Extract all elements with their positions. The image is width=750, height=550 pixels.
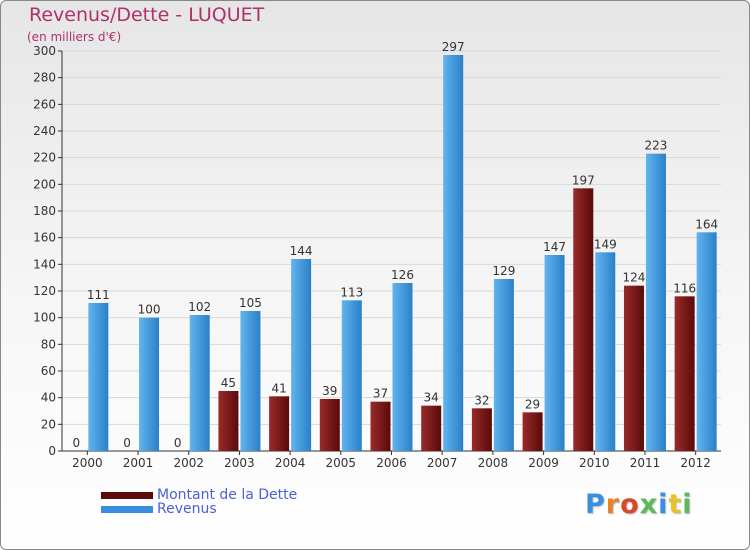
data-label-dette-2011: 124 — [623, 271, 646, 285]
x-tick-label-2010: 2010 — [579, 456, 610, 470]
y-tick-label: 140 — [33, 257, 56, 271]
data-label-dette-2001: 0 — [123, 436, 131, 450]
y-tick-label: 220 — [33, 151, 56, 165]
data-label-revenus-2011: 223 — [645, 139, 668, 153]
bar-revenus-2012 — [696, 232, 717, 451]
logo-letter: r — [605, 489, 621, 520]
y-tick-label: 300 — [33, 44, 56, 58]
y-tick-label: 80 — [41, 337, 56, 351]
bar-dette-2005 — [319, 399, 340, 451]
bar-revenus-2004 — [291, 259, 312, 451]
data-label-revenus-2008: 129 — [492, 264, 515, 278]
logo-letter: o — [620, 489, 640, 520]
data-label-dette-2003: 45 — [221, 376, 236, 390]
legend-revenus: Revenus — [101, 501, 217, 517]
data-label-dette-2004: 41 — [271, 381, 286, 395]
legend-label-dette: Montant de la Dette — [157, 487, 298, 503]
proxiti-logo: Proxiti — [585, 489, 693, 520]
bar-revenus-2000 — [88, 303, 109, 451]
bar-revenus-2007 — [443, 55, 464, 451]
bar-dette-2008 — [471, 408, 492, 451]
bar-revenus-2010 — [595, 252, 616, 451]
x-tick-label-2003: 2003 — [224, 456, 255, 470]
y-tick-label: 160 — [33, 231, 56, 245]
data-label-revenus-2009: 147 — [543, 240, 566, 254]
bar-dette-2006 — [370, 401, 391, 451]
x-tick-label-2011: 2011 — [630, 456, 661, 470]
bar-dette-2010 — [573, 188, 594, 452]
chart-title: Revenus/Dette - LUQUET — [29, 4, 265, 26]
bar-revenus-2001 — [139, 317, 160, 451]
y-tick-label: 260 — [33, 97, 56, 111]
data-label-revenus-2012: 164 — [695, 217, 718, 231]
data-label-dette-2002: 0 — [174, 436, 182, 450]
legend-label-revenus: Revenus — [157, 501, 217, 517]
data-label-dette-2012: 116 — [673, 281, 696, 295]
data-label-dette-2000: 0 — [73, 436, 81, 450]
logo-letter: x — [639, 489, 659, 520]
data-label-revenus-2004: 144 — [290, 244, 313, 258]
bar-dette-2004 — [269, 396, 290, 451]
logo-letter: i — [682, 489, 693, 520]
x-tick-label-2001: 2001 — [123, 456, 154, 470]
data-label-revenus-2002: 102 — [188, 300, 211, 314]
bar-revenus-2008 — [493, 279, 514, 451]
x-tick-label-2006: 2006 — [376, 456, 407, 470]
bar-dette-2011 — [623, 285, 644, 451]
y-tick-label: 20 — [41, 417, 56, 431]
bar-revenus-2006 — [392, 283, 413, 451]
y-tick-label: 100 — [33, 311, 56, 325]
x-tick-label-2004: 2004 — [275, 456, 306, 470]
x-tick-label-2009: 2009 — [528, 456, 559, 470]
y-tick-label: 40 — [41, 391, 56, 405]
y-tick-label: 0 — [48, 444, 56, 458]
y-tick-label: 240 — [33, 124, 56, 138]
data-label-revenus-2000: 111 — [87, 288, 110, 302]
bar-revenus-2002 — [189, 315, 210, 451]
data-label-dette-2005: 39 — [322, 384, 337, 398]
bar-dette-2009 — [522, 412, 543, 451]
x-tick-label-2005: 2005 — [326, 456, 357, 470]
x-tick-label-2007: 2007 — [427, 456, 458, 470]
data-label-revenus-2007: 297 — [442, 40, 465, 54]
logo-letter: i — [658, 489, 669, 520]
data-label-dette-2007: 34 — [424, 391, 439, 405]
bar-dette-2012 — [674, 296, 695, 451]
data-label-dette-2010: 197 — [572, 173, 595, 187]
data-label-revenus-2010: 149 — [594, 237, 617, 251]
data-label-revenus-2006: 126 — [391, 268, 414, 282]
bar-dette-2007 — [421, 405, 442, 451]
legend-dette: Montant de la Dette — [101, 487, 297, 503]
x-tick-label-2002: 2002 — [173, 456, 204, 470]
data-label-dette-2008: 32 — [474, 393, 489, 407]
data-label-dette-2009: 29 — [525, 397, 540, 411]
bar-dette-2003 — [218, 391, 239, 451]
logo-letter: P — [585, 489, 606, 520]
bar-revenus-2003 — [240, 311, 261, 451]
y-tick-label: 180 — [33, 204, 56, 218]
x-tick-label-2008: 2008 — [478, 456, 509, 470]
y-tick-label: 60 — [41, 364, 56, 378]
x-tick-label-2000: 2000 — [72, 456, 103, 470]
y-tick-label: 280 — [33, 71, 56, 85]
legend-swatch-dette — [101, 491, 153, 499]
bar-revenus-2005 — [341, 300, 362, 451]
data-label-revenus-2003: 105 — [239, 296, 262, 310]
data-label-dette-2006: 37 — [373, 387, 388, 401]
bar-revenus-2011 — [645, 153, 666, 451]
legend-swatch-revenus — [101, 505, 153, 513]
x-tick-label-2012: 2012 — [680, 456, 711, 470]
y-tick-label: 200 — [33, 177, 56, 191]
bar-revenus-2009 — [544, 255, 565, 451]
chart-subtitle: (en milliers d'€) — [27, 30, 122, 44]
data-label-revenus-2005: 113 — [340, 285, 363, 299]
logo-letter: t — [668, 489, 683, 520]
y-tick-label: 120 — [33, 284, 56, 298]
data-label-revenus-2001: 100 — [138, 303, 161, 317]
